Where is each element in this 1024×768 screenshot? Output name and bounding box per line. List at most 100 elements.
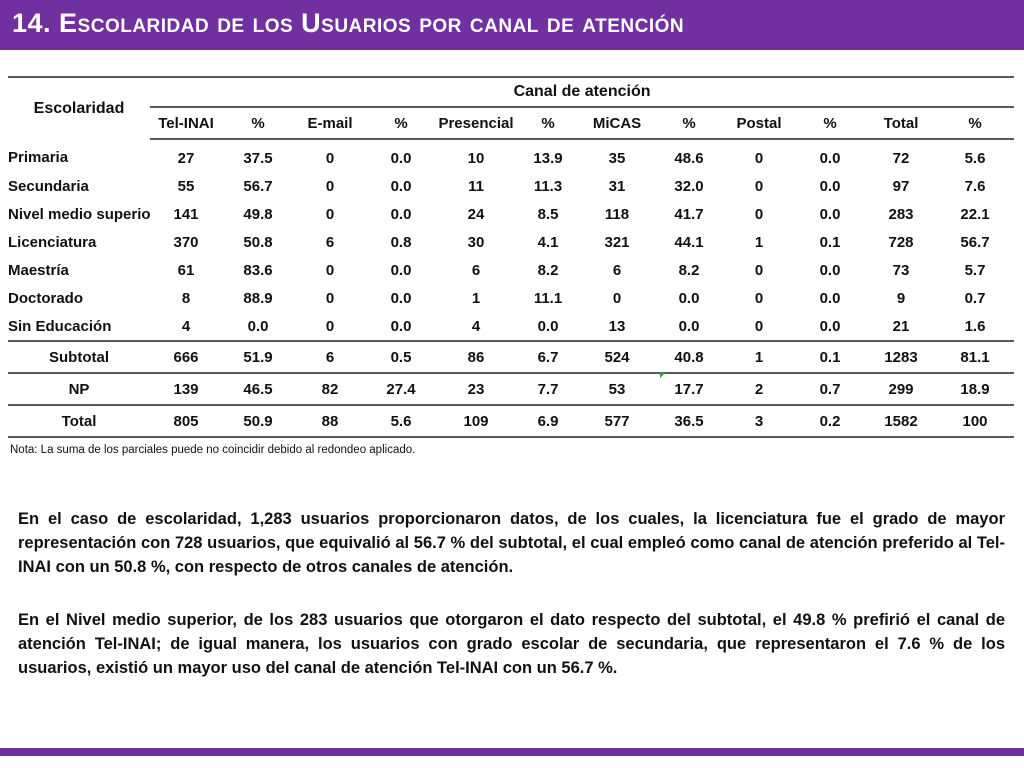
- table-cell: 22.1: [960, 205, 990, 223]
- table-cell: 100: [936, 404, 1015, 438]
- table-cell: 2: [754, 380, 764, 398]
- row-label: Primaria: [8, 149, 69, 166]
- table-cell: 0.0: [678, 317, 700, 335]
- row-header-escolaridad: Escolaridad: [8, 76, 150, 139]
- row-label: Subtotal: [8, 340, 150, 374]
- table-cell: 1: [724, 340, 794, 374]
- table-body: Primaria 27 37.5 0 0.0 10 13.9 35 48.6 0 0.0 72 5.6 S…: [8, 139, 1015, 438]
- table-cell: 0.0: [678, 289, 700, 307]
- table-cell: 17.7: [674, 380, 704, 398]
- table-cell: 31: [608, 177, 626, 195]
- table-cell: 18.9: [960, 380, 990, 398]
- table-cell: 37.5: [243, 149, 273, 167]
- table-cell: 0.1: [794, 340, 866, 374]
- table-cell: 30: [467, 233, 485, 251]
- table-cell: 1.6: [964, 317, 986, 335]
- table-cell: 0.1: [819, 233, 841, 251]
- table-cell: 0.7: [964, 289, 986, 307]
- column-header: Postal: [724, 106, 794, 140]
- table-cell: 88: [294, 404, 366, 438]
- table-row: Secundaria 55 56.7 0 0.0 11 11.3 31 32.0 0 0.0 97 7.…: [8, 172, 1014, 200]
- table-cell: 0.0: [247, 317, 269, 335]
- table-cell: 118: [604, 205, 630, 223]
- table-cell: 44.1: [674, 233, 704, 251]
- table-cell: 0.0: [819, 289, 841, 307]
- table-cell: 72: [892, 149, 910, 167]
- table-cell: 11.3: [533, 177, 563, 195]
- table-cell: 0: [325, 317, 335, 335]
- table-cell: 0.0: [390, 261, 412, 279]
- row-label: Total: [8, 404, 150, 438]
- table-cell: 0.5: [366, 340, 436, 374]
- table-cell: 4: [471, 317, 481, 335]
- table-cell: 6.7: [516, 340, 580, 374]
- table-cell: 0.8: [390, 233, 412, 251]
- table-cell: 21: [892, 317, 910, 335]
- table-cell: 97: [892, 177, 910, 195]
- table-cell: 0.0: [819, 177, 841, 195]
- table-cell: 49.8: [243, 205, 273, 223]
- total-row: Total 805 50.9 88 5.6 109 6.9 577 36.5 3 0.2 1582 10…: [8, 404, 1015, 438]
- table-cell: 0: [754, 177, 764, 195]
- table-cell: 48.6: [674, 149, 704, 167]
- row-label: NP: [68, 380, 90, 398]
- table-cell: 32.0: [674, 177, 704, 195]
- table-cell: 1283: [866, 340, 936, 374]
- table-row: Licenciatura 370 50.8 6 0.8 30 4.1 321 44.1 1 0.1 7…: [8, 228, 1014, 256]
- table-cell: 0: [325, 289, 335, 307]
- table-cell: 805: [150, 404, 222, 438]
- table-cell: 56.7: [243, 177, 273, 195]
- table-cell: 0.0: [390, 317, 412, 335]
- table-row: Maestría 61 83.6 0 0.0 6 8.2 6 8.2 0 0.0 73 5.7: [8, 256, 1014, 284]
- table-cell: 0.0: [819, 261, 841, 279]
- table-cell: 46.5: [243, 380, 273, 398]
- column-header: Presencial: [436, 106, 516, 140]
- table-cell: 321: [604, 233, 630, 251]
- table-cell: 299: [888, 380, 914, 398]
- schooling-by-channel-table: Escolaridad Canal de atención Tel-INAI% E…: [8, 76, 1015, 438]
- table-row: Doctorado 8 88.9 0 0.0 1 11.1 0 0.0 0 0.0 9 0.7: [8, 284, 1014, 312]
- table-cell: 524: [580, 340, 654, 374]
- table-cell: 6: [294, 340, 366, 374]
- table-cell: 370: [173, 233, 199, 251]
- table-cell: 0.0: [819, 149, 841, 167]
- paragraph-escolaridad: En el caso de escolaridad, 1,283 usuario…: [18, 510, 1005, 576]
- table-note: Nota: La suma de los parciales puede no …: [10, 444, 416, 456]
- table-cell: 728: [888, 233, 914, 251]
- table-cell: 5.7: [964, 261, 986, 279]
- table-cell: 0.0: [819, 317, 841, 335]
- table-cell: 53: [608, 380, 626, 398]
- table-row: Primaria 27 37.5 0 0.0 10 13.9 35 48.6 0 0.0 72 5.6: [8, 139, 1014, 172]
- column-header: %: [366, 106, 436, 140]
- table-cell: 141: [173, 205, 199, 223]
- table-cell: 50.9: [222, 404, 294, 438]
- table-cell: 8.5: [537, 205, 559, 223]
- table-cell: 1582: [866, 404, 936, 438]
- row-label: Nivel medio superior: [8, 205, 150, 223]
- table-cell: 24: [467, 205, 485, 223]
- table-cell: 0.0: [537, 317, 559, 335]
- table-cell: 7.7: [537, 380, 559, 398]
- table-cell: 73: [892, 261, 910, 279]
- table-cell: 0.7: [819, 380, 841, 398]
- group-header-canal: Canal de atención: [150, 76, 1015, 107]
- table-cell: 0.0: [390, 205, 412, 223]
- table-cell: 11: [468, 177, 484, 195]
- table-cell: 83.6: [243, 261, 273, 279]
- column-header: Total: [866, 106, 936, 140]
- table-cell: 35: [608, 149, 626, 167]
- table-cell: 81.1: [936, 340, 1015, 374]
- table-cell: 40.8: [654, 340, 724, 374]
- table-cell: 0: [612, 289, 622, 307]
- table-cell: 5.6: [964, 149, 986, 167]
- table-cell: 50.8: [243, 233, 273, 251]
- table-cell: 139: [173, 380, 199, 398]
- np-row: NP 139 46.5 82 27.4 23 7.7 53 17.7 2 0.7 299 18.9: [8, 373, 1014, 405]
- table-cell: 0: [754, 289, 764, 307]
- column-header: E-mail: [294, 106, 366, 140]
- table-cell: 8: [181, 289, 191, 307]
- column-header: %: [936, 106, 1015, 140]
- table-cell: 5.6: [366, 404, 436, 438]
- table-cell: 13.9: [533, 149, 563, 167]
- table-cell: 0: [325, 149, 335, 167]
